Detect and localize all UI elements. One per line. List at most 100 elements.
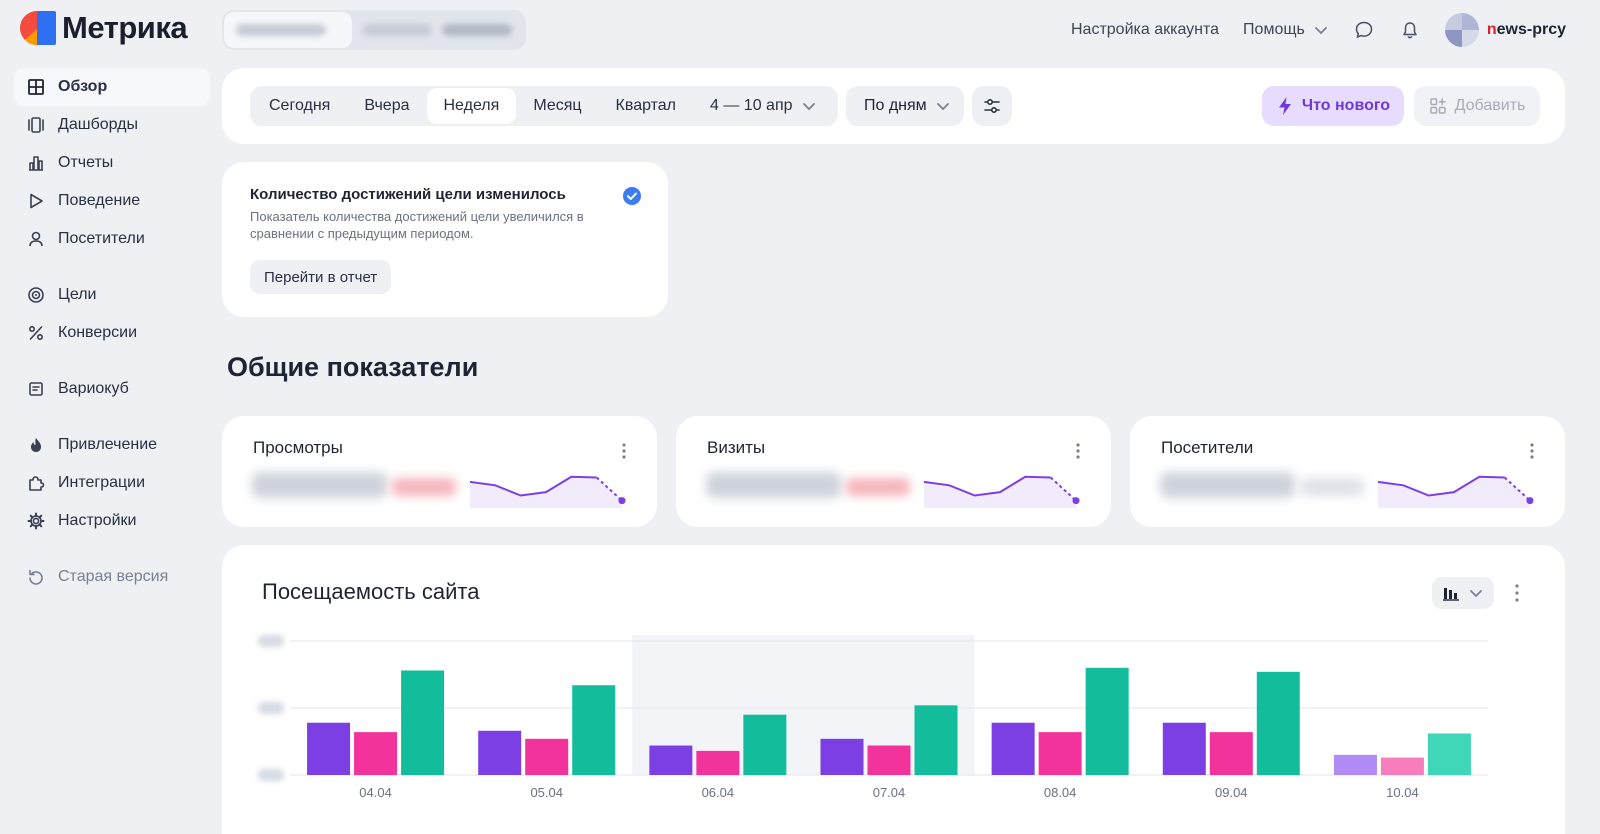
grouping-select[interactable]: По дням	[846, 86, 964, 126]
period-yesterday-button[interactable]: Вчера	[364, 97, 410, 114]
y-tick-blurred	[258, 769, 284, 781]
sidebar-item-label: Отчеты	[58, 154, 114, 171]
period-selector: Сегодня Вчера Неделя Месяц Квартал 4 — 1…	[250, 86, 838, 126]
x-tick-label: 08.04	[1044, 785, 1077, 800]
bar-series-1[interactable]	[820, 738, 864, 775]
sidebar-item-conversions[interactable]: Конверсии	[14, 314, 210, 352]
metric-card-visitors[interactable]: Посетители	[1130, 416, 1565, 527]
x-tick-label: 05.04	[530, 785, 563, 800]
sidebar-item-variocube[interactable]: Вариокуб	[14, 370, 210, 408]
period-month-button[interactable]: Месяц	[533, 97, 582, 114]
metric-card-pageviews[interactable]: Просмотры	[222, 416, 657, 527]
flame-icon	[26, 435, 46, 455]
bar-series-3[interactable]	[914, 705, 958, 775]
goal-change-notice: Количество достижений цели изменилось По…	[222, 162, 668, 317]
period-today-button[interactable]: Сегодня	[269, 97, 331, 114]
period-week-button[interactable]: Неделя	[426, 88, 517, 124]
sidebar-item-overview[interactable]: Обзор	[14, 68, 210, 106]
more-vertical-icon[interactable]	[1514, 583, 1520, 603]
bar-series-2[interactable]	[696, 750, 740, 775]
notice-title: Количество достижений цели изменилось	[250, 186, 566, 203]
sparkline-line	[1377, 475, 1505, 497]
lightning-icon	[1278, 97, 1291, 115]
sidebar-item-acquisition[interactable]: Привлечение	[14, 426, 210, 464]
counter-name-blurred	[236, 24, 326, 36]
sidebar-item-label: Конверсии	[58, 324, 138, 341]
sparkline-line	[923, 475, 1051, 497]
sidebar-item-settings[interactable]: Настройки	[14, 502, 210, 540]
help-menu[interactable]: Помощь	[1243, 21, 1329, 39]
metric-delta-blurred	[846, 478, 910, 496]
bar-series-3[interactable]	[1256, 671, 1300, 775]
sidebar-item-integrations[interactable]: Интеграции	[14, 464, 210, 502]
bar-series-2[interactable]	[867, 745, 911, 775]
sidebar-item-reports[interactable]: Отчеты	[14, 144, 210, 182]
sliders-icon	[984, 98, 1000, 114]
bar-series-3[interactable]	[1085, 667, 1129, 775]
chat-icon[interactable]	[1353, 19, 1375, 41]
go-to-report-button[interactable]: Перейти в отчет	[250, 260, 392, 294]
user-menu[interactable]: news-prcy	[1444, 13, 1566, 47]
sidebar-item-dashboards[interactable]: Дашборды	[14, 106, 210, 144]
metric-value-blurred	[706, 472, 841, 498]
counter-id-blurred	[362, 24, 432, 36]
bar-series-2[interactable]	[354, 732, 398, 775]
bar-series-1[interactable]	[1333, 754, 1377, 775]
whats-new-button[interactable]: Что нового	[1262, 86, 1404, 126]
bar-series-1[interactable]	[991, 722, 1035, 775]
sparkline	[469, 475, 626, 508]
undo-icon	[26, 567, 46, 587]
period-quarter-button[interactable]: Квартал	[615, 97, 677, 114]
sidebar-item-label: Вариокуб	[58, 380, 129, 397]
bar-series-3[interactable]	[1427, 733, 1471, 775]
check-circle-icon	[623, 187, 641, 205]
bar-series-1[interactable]	[649, 745, 693, 775]
bar-series-2[interactable]	[525, 738, 569, 775]
app-logo[interactable]: Метрика	[20, 10, 188, 46]
sparkline	[1377, 475, 1534, 508]
bar-series-3[interactable]	[401, 670, 445, 775]
bar-series-1[interactable]	[1162, 722, 1206, 775]
x-tick-label: 04.04	[359, 785, 392, 800]
date-range-label: 4 — 10 апр	[710, 97, 793, 114]
bar-series-3[interactable]	[572, 685, 616, 775]
sparkline-end-point	[1072, 497, 1080, 505]
date-range-picker[interactable]: 4 — 10 апр	[693, 88, 834, 124]
chevron-down-icon	[1314, 27, 1327, 35]
y-tick-blurred	[258, 702, 284, 714]
cube-icon	[26, 379, 46, 399]
more-vertical-icon[interactable]	[1529, 442, 1535, 460]
play-icon	[26, 191, 46, 211]
bar-series-1[interactable]	[307, 722, 351, 775]
puzzle-icon	[26, 473, 46, 493]
chart-type-select[interactable]	[1432, 577, 1494, 609]
gear-icon	[26, 511, 46, 531]
sidebar: Обзор Дашборды Отчеты Поведение Посетите…	[14, 68, 210, 596]
person-icon	[26, 229, 46, 249]
bar-series-3[interactable]	[743, 714, 787, 775]
filters-button[interactable]	[972, 86, 1012, 126]
sidebar-item-goals[interactable]: Цели	[14, 276, 210, 314]
add-widget-button[interactable]: Добавить	[1414, 86, 1540, 126]
sidebar-item-old-version[interactable]: Старая версия	[14, 558, 210, 596]
metric-card-visits[interactable]: Визиты	[676, 416, 1111, 527]
more-vertical-icon[interactable]	[1075, 442, 1081, 460]
metric-delta-blurred	[1300, 478, 1364, 496]
period-toolbar: Сегодня Вчера Неделя Месяц Квартал 4 — 1…	[222, 68, 1565, 144]
percent-icon	[26, 323, 46, 343]
counter-selector[interactable]	[222, 10, 526, 50]
sidebar-item-visitors[interactable]: Посетители	[14, 220, 210, 258]
sidebar-item-behavior[interactable]: Поведение	[14, 182, 210, 220]
bar-series-2[interactable]	[1380, 757, 1424, 775]
bar-series-1[interactable]	[478, 730, 522, 775]
metrika-logo-icon	[20, 10, 56, 46]
account-settings-label: Настройка аккаунта	[1070, 21, 1220, 38]
sparkline-end-point	[1526, 497, 1534, 505]
bar-series-2[interactable]	[1038, 732, 1082, 775]
bell-icon[interactable]	[1399, 19, 1421, 41]
bar-chart-icon	[26, 153, 46, 173]
account-settings-link[interactable]: Настройка аккаунта	[1071, 21, 1219, 39]
bar-series-2[interactable]	[1209, 732, 1253, 775]
chart-title: Посещаемость сайта	[262, 579, 480, 604]
more-vertical-icon[interactable]	[621, 442, 627, 460]
